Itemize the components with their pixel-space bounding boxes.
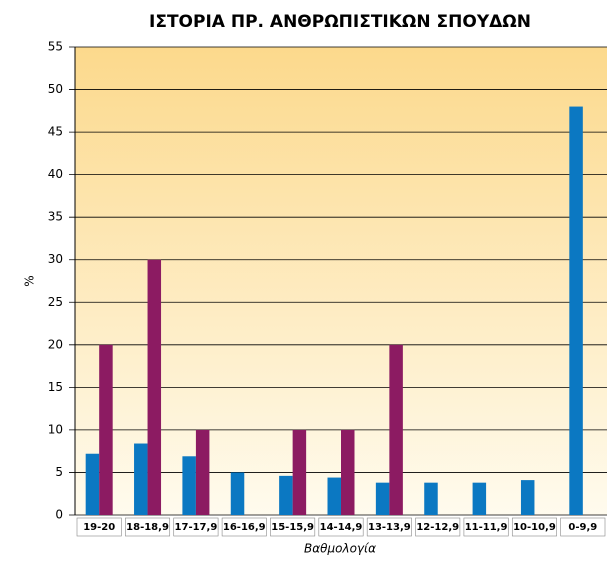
x-tick-box — [560, 517, 606, 537]
x-tick-box — [366, 517, 412, 537]
y-tick-label: 20 — [48, 337, 63, 351]
x-tick-label: 15-15,9 — [271, 522, 314, 533]
x-tick-label: 12-12,9 — [416, 522, 459, 533]
x-tick-label: 17-17,9 — [175, 522, 218, 533]
bar — [279, 475, 293, 515]
x-tick-box — [318, 517, 364, 537]
y-tick-label: 0 — [55, 508, 63, 522]
bar — [182, 456, 196, 515]
x-tick-label: 10-10,9 — [513, 522, 556, 533]
bar — [85, 453, 100, 515]
bar — [375, 482, 390, 515]
x-tick-box — [511, 517, 557, 537]
bar — [327, 477, 341, 515]
x-tick-box — [76, 517, 122, 537]
y-tick-label: 55 — [48, 40, 63, 54]
x-tick-label: 13-13,9 — [368, 522, 411, 533]
bar — [147, 259, 162, 515]
bar — [341, 429, 355, 515]
x-tick-box — [125, 517, 171, 537]
x-tick-box — [463, 517, 509, 537]
x-tick-box — [173, 517, 219, 537]
x-tick-label: 14-14,9 — [320, 522, 363, 533]
x-axis-label: Βαθμολογία — [304, 542, 376, 556]
bar — [134, 443, 148, 515]
y-tick-label: 50 — [48, 82, 63, 96]
y-tick-label: 10 — [48, 422, 63, 436]
x-tick-box — [221, 517, 267, 537]
x-tick-box — [270, 517, 316, 537]
chart-title: ΙΣΤΟΡΙΑ ΠΡ. ΑΝΘΡΩΠΙΣΤΙΚΩΝ ΣΠΟΥΔΩΝ — [149, 12, 531, 32]
y-tick-label: 15 — [48, 380, 63, 394]
y-tick-label: 5 — [55, 465, 63, 479]
bar — [195, 429, 210, 515]
x-tick-label: 0-9,9 — [568, 522, 597, 533]
x-tick-box — [415, 517, 461, 537]
y-tick-label: 35 — [48, 210, 63, 224]
x-tick-label: 16-16,9 — [223, 522, 266, 533]
x-tick-label: 11-11,9 — [465, 522, 508, 533]
bar — [292, 429, 307, 515]
bar — [520, 480, 535, 515]
bar — [472, 482, 487, 515]
y-tick-label: 25 — [48, 295, 63, 309]
bar — [99, 344, 113, 515]
bar — [424, 482, 438, 515]
bar — [569, 106, 583, 516]
y-tick-label: 40 — [48, 167, 63, 181]
y-tick-label: 30 — [48, 252, 63, 266]
y-axis-label: % — [23, 275, 37, 286]
x-tick-label: 19-20 — [83, 522, 115, 533]
bar — [389, 344, 403, 515]
x-tick-label: 18-18,9 — [126, 522, 169, 533]
y-tick-label: 45 — [48, 125, 63, 139]
bar — [230, 472, 245, 515]
